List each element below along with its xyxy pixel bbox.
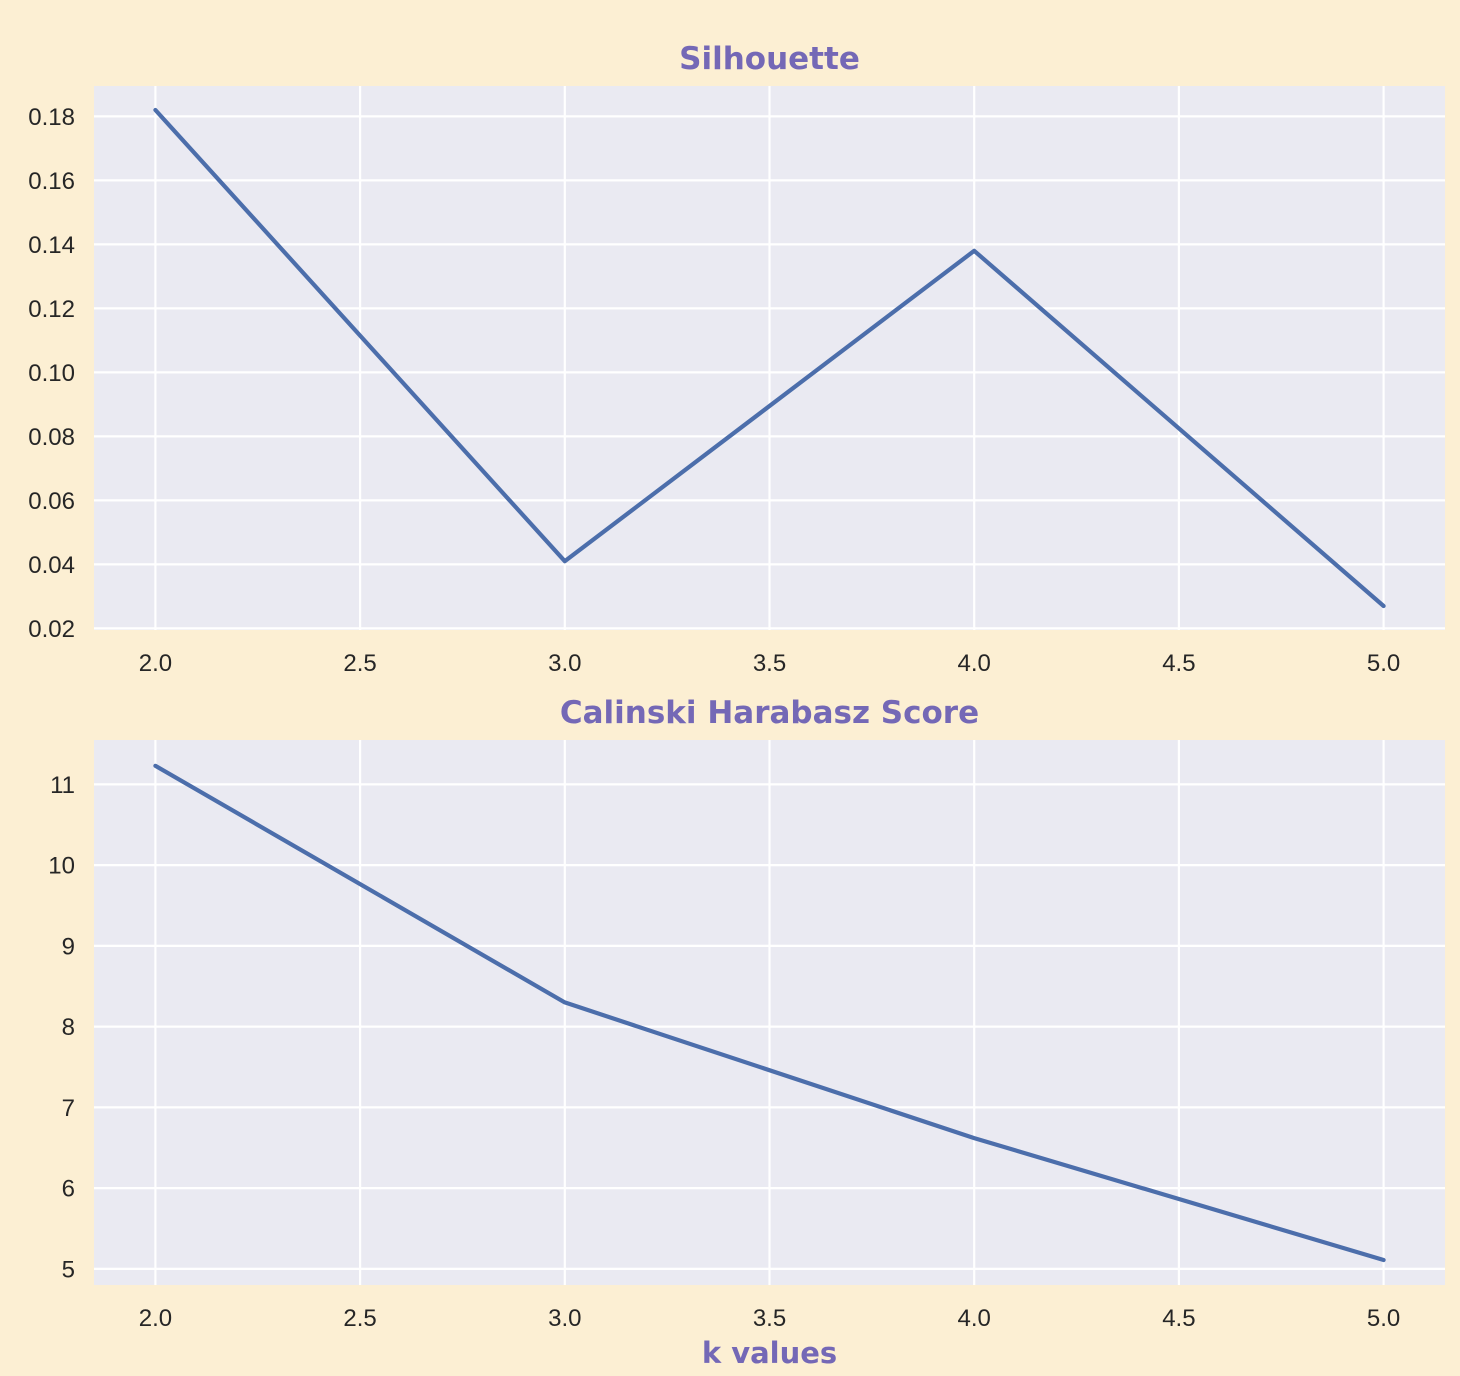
silhouette-y-tick-label: 0.12 [28, 296, 75, 323]
calinski-y-tick-labels: 5 6 7 8 9 10 11 [48, 772, 75, 1283]
calinski-series-line [153, 763, 1386, 1263]
calinski-y-tick-label: 6 [62, 1176, 75, 1203]
calinski-y-tick-label: 9 [62, 933, 75, 960]
calinski-panel: 2.0 2.5 3.0 3.5 4.0 4.5 5.0 5 6 7 8 9 10 11 Calinski… [48, 695, 1445, 1370]
calinski-gridlines [94, 740, 1445, 1285]
silhouette-x-tick-label: 5.0 [1367, 650, 1400, 677]
silhouette-x-tick-label: 2.5 [343, 650, 376, 677]
silhouette-y-tick-label: 0.16 [28, 168, 75, 195]
calinski-y-tick-label: 8 [62, 1014, 75, 1041]
silhouette-x-tick-labels: 2.0 2.5 3.0 3.5 4.0 4.5 5.0 [139, 650, 1401, 677]
silhouette-x-tick-label: 3.0 [548, 650, 581, 677]
silhouette-panel: 2.0 2.5 3.0 3.5 4.0 4.5 5.0 0.020.040.060.080.… [28, 41, 1445, 677]
silhouette-x-tick-label: 4.0 [958, 650, 991, 677]
silhouette-title: Silhouette [679, 41, 860, 77]
calinski-y-tick-label: 5 [62, 1256, 75, 1283]
calinski-x-tick-labels: 2.0 2.5 3.0 3.5 4.0 4.5 5.0 [139, 1305, 1401, 1332]
calinski-y-tick-label: 11 [50, 772, 75, 799]
silhouette-y-tick-label: 0.14 [28, 232, 75, 259]
silhouette-series-line [153, 107, 1386, 609]
silhouette-y-tick-label: 0.06 [28, 488, 75, 515]
silhouette-y-tick-label: 0.04 [28, 552, 75, 579]
x-axis-label: k values [702, 1336, 837, 1370]
calinski-y-tick-label: 10 [48, 853, 75, 880]
silhouette-gridlines [94, 86, 1445, 630]
silhouette-y-tick-label: 0.10 [28, 360, 75, 387]
silhouette-x-tick-label: 2.0 [139, 650, 172, 677]
calinski-x-tick-label: 2.5 [343, 1305, 376, 1332]
calinski-x-tick-label: 4.5 [1162, 1305, 1195, 1332]
calinski-x-tick-label: 5.0 [1367, 1305, 1400, 1332]
calinski-x-tick-label: 2.0 [139, 1305, 172, 1332]
calinski-x-tick-label: 4.0 [958, 1305, 991, 1332]
silhouette-y-tick-labels: 0.02 0.04 0.06 0.08 0.10 0.12 0.14 0.16 0.18 [28, 104, 75, 643]
calinski-y-tick-label: 7 [62, 1095, 75, 1122]
silhouette-y-tick-label: 0.08 [28, 424, 75, 451]
silhouette-y-tick-label: 0.18 [28, 104, 75, 131]
calinski-x-tick-label: 3.0 [548, 1305, 581, 1332]
calinski-title: Calinski Harabasz Score [560, 695, 979, 731]
silhouette-y-tick-label: 0.02 [28, 616, 75, 643]
silhouette-x-tick-label: 3.5 [753, 650, 786, 677]
calinski-x-tick-label: 3.5 [753, 1305, 786, 1332]
silhouette-x-tick-label: 4.5 [1162, 650, 1195, 677]
